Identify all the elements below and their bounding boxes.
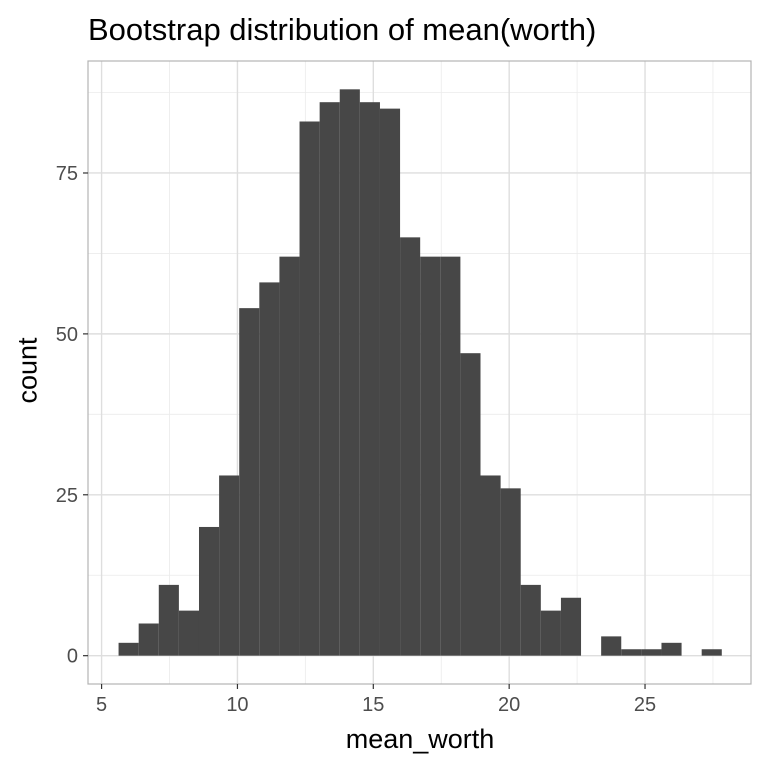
histogram-bar bbox=[239, 308, 260, 656]
histogram-bar bbox=[420, 256, 441, 656]
y-tick-label: 25 bbox=[56, 485, 78, 507]
panel-border bbox=[87, 60, 752, 685]
histogram-bar bbox=[661, 642, 682, 656]
histogram-bar bbox=[601, 636, 622, 656]
histogram-bar bbox=[118, 642, 139, 656]
histogram-bar bbox=[138, 623, 159, 656]
x-tick-label: 10 bbox=[226, 694, 248, 716]
histogram-bar bbox=[198, 526, 220, 656]
histogram-bar bbox=[460, 353, 481, 656]
histogram-bar bbox=[279, 256, 300, 656]
x-tick-label: 25 bbox=[634, 694, 656, 716]
y-tick-label: 0 bbox=[67, 646, 78, 668]
y-tick-label: 75 bbox=[56, 163, 78, 185]
histogram-bar bbox=[339, 89, 360, 656]
histogram-bar bbox=[219, 475, 240, 656]
histogram-bar bbox=[520, 584, 541, 656]
x-tick-label: 20 bbox=[498, 694, 520, 716]
histogram-bar bbox=[641, 649, 662, 656]
histogram-bar bbox=[379, 108, 401, 656]
x-axis-label: mean_worth bbox=[345, 724, 495, 754]
histogram-bar bbox=[480, 475, 501, 656]
histogram-bar bbox=[319, 102, 340, 656]
histogram-bar bbox=[440, 256, 461, 656]
histogram-bar bbox=[540, 610, 561, 656]
chart-title: Bootstrap distribution of mean(worth) bbox=[88, 12, 597, 47]
histogram-bar bbox=[500, 488, 521, 656]
histogram-bar bbox=[259, 282, 280, 656]
x-tick-label: 5 bbox=[96, 694, 107, 716]
histogram-bar bbox=[158, 584, 179, 656]
histogram-bar bbox=[359, 102, 380, 656]
x-tick-label: 15 bbox=[362, 694, 384, 716]
histogram-bar bbox=[400, 237, 421, 656]
histogram-bar bbox=[299, 121, 320, 656]
histogram-bar bbox=[560, 597, 582, 656]
histogram-bar bbox=[178, 610, 199, 656]
histogram-bar bbox=[621, 649, 642, 656]
y-tick-label: 50 bbox=[56, 324, 78, 346]
histogram-bar bbox=[701, 649, 722, 656]
